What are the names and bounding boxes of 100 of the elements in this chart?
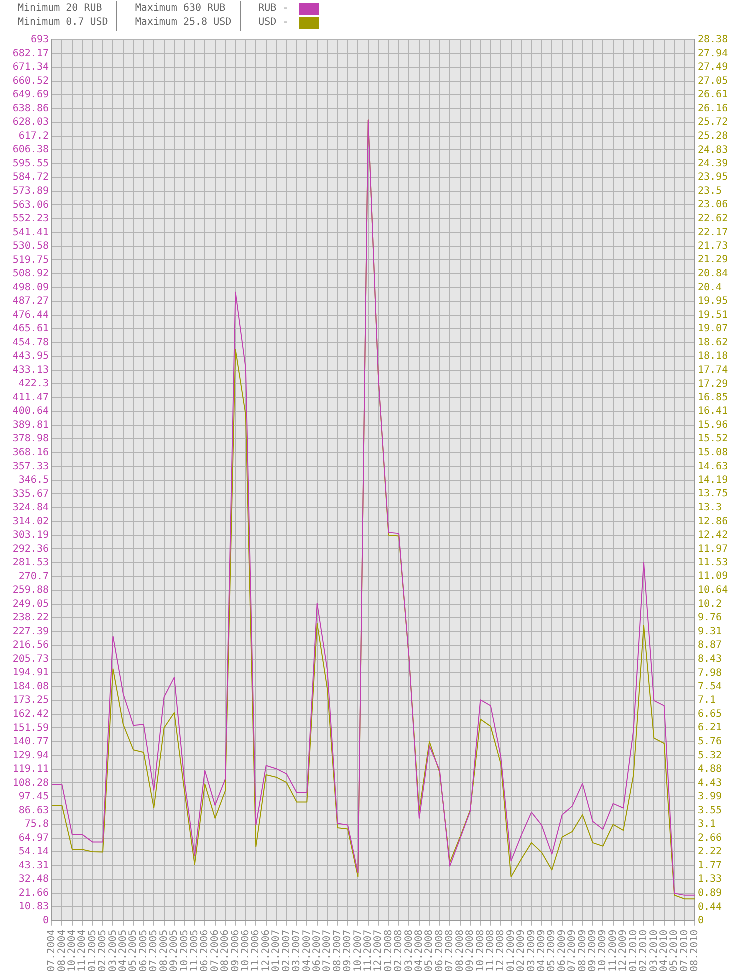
y-tick-label: 617.2 — [18, 130, 49, 142]
y2-tick-label: 12.86 — [698, 516, 728, 528]
y2-tick-label: 11.97 — [698, 544, 728, 555]
x-tick-label: 02.2010 — [638, 930, 650, 972]
x-tick-label: 03.2005 — [108, 930, 119, 972]
x-tick-label: 07.2010 — [679, 930, 690, 972]
y2-tick-label: 10.2 — [698, 598, 722, 610]
x-tick-label: 10.2005 — [179, 930, 190, 972]
x-tick-label: 12.2006 — [260, 930, 272, 972]
y-tick-label: 162.42 — [12, 709, 49, 720]
x-tick-label: 09.2008 — [465, 930, 476, 972]
y2-tick-label: 15.08 — [698, 447, 728, 458]
x-tick-label: 08.2006 — [220, 930, 232, 972]
x-tick-label: 12.2009 — [618, 930, 630, 972]
y-tick-label: 638.86 — [12, 103, 49, 114]
y-tick-label: 422.3 — [18, 378, 49, 390]
y2-tick-label: 13.75 — [698, 488, 728, 500]
y-tick-label: 249.05 — [12, 598, 49, 610]
y-tick-label: 259.88 — [12, 585, 49, 596]
y-tick-label: 54.14 — [18, 846, 49, 858]
y-tick-label: 433.13 — [12, 364, 49, 376]
y2-tick-label: 15.96 — [698, 420, 728, 432]
y-tick-label: 75.8 — [24, 819, 49, 830]
y2-tick-label: 24.39 — [698, 158, 728, 170]
y-tick-label: 411.47 — [12, 392, 49, 404]
y-tick-label: 357.33 — [12, 461, 49, 472]
x-tick-label: 04.2009 — [536, 930, 548, 972]
x-tick-label: 11.2007 — [362, 930, 374, 972]
y-tick-label: 0 — [42, 915, 49, 926]
y-tick-label: 184.08 — [12, 681, 49, 692]
y2-tick-label: 17.74 — [698, 364, 728, 376]
y-tick-label: 346.5 — [18, 475, 49, 486]
y-tick-label: 693 — [30, 34, 49, 46]
y2-tick-label: 17.29 — [698, 378, 728, 390]
x-tick-label: 08.2007 — [332, 930, 344, 972]
text: Minimum 0.7 USD — [18, 16, 108, 30]
x-tick-label: 07.2005 — [148, 930, 160, 972]
x-tick-label: 09.2009 — [588, 930, 599, 972]
y2-tick-label: 9.31 — [698, 626, 722, 638]
y-tick-label: 303.19 — [12, 530, 49, 542]
y-tick-label: 649.69 — [12, 90, 49, 101]
y-tick-label: 86.63 — [18, 805, 49, 816]
y-tick-label: 292.36 — [12, 544, 49, 555]
text: Maximum 630 RUB — [135, 2, 227, 16]
y2-tick-label: 20.84 — [698, 268, 728, 280]
x-tick-label: 05.2005 — [128, 930, 140, 972]
y2-tick-label: 19.51 — [698, 310, 728, 321]
y2-tick-label: 21.29 — [698, 254, 728, 266]
y2-tick-label: 19.95 — [698, 296, 728, 308]
y-tick-label: 324.84 — [12, 502, 49, 514]
y2-tick-label: 23.95 — [698, 172, 728, 184]
x-tick-label: 03.2007 — [292, 930, 303, 972]
y2-tick-label: 18.18 — [698, 351, 728, 362]
x-tick-label: 07.2009 — [567, 930, 578, 972]
y2-tick-label: 20.4 — [698, 282, 722, 294]
y-tick-label: 563.06 — [12, 200, 49, 211]
x-tick-label: 03.2010 — [648, 930, 660, 972]
x-tick-label: 03.2008 — [404, 930, 415, 972]
y-tick-label: 671.34 — [12, 62, 49, 74]
y-tick-label: 573.89 — [12, 186, 49, 197]
y2-tick-label: 10.64 — [698, 585, 728, 596]
x-tick-label: 08.2004 — [56, 930, 68, 972]
x-tick-label: 01.2009 — [506, 930, 517, 972]
y-tick-label: 43.31 — [18, 860, 49, 872]
x-tick-label: 12.2007 — [373, 930, 384, 972]
y2-tick-label: 22.62 — [698, 213, 728, 224]
x-tick-label: 09.2006 — [230, 930, 242, 972]
y-tick-label: 151.59 — [12, 722, 49, 734]
y-tick-label: 476.44 — [12, 310, 49, 321]
y2-tick-label: 14.63 — [698, 461, 728, 472]
text: Minimum 20 RUB — [18, 2, 104, 16]
x-tick-label: 07.2006 — [210, 930, 221, 972]
y-tick-label: 595.55 — [12, 158, 49, 170]
y-tick-label: 552.23 — [12, 214, 49, 225]
y-tick-label: 314.02 — [12, 516, 49, 528]
x-tick-label: 06.2007 — [312, 930, 323, 972]
y-tick-label: 140.77 — [12, 736, 49, 748]
y-tick-label: 173.25 — [12, 695, 49, 706]
y-tick-label: 205.73 — [12, 654, 49, 665]
x-tick-label: 12.2008 — [496, 930, 507, 972]
x-tick-label: 04.2008 — [414, 930, 426, 972]
y2-tick-label: 8.87 — [698, 640, 722, 652]
y2-tick-label: 9.76 — [698, 612, 722, 624]
x-tick-label: 11.2006 — [250, 930, 262, 972]
y2-tick-label: 3.99 — [698, 792, 722, 803]
x-tick-label: 10.2009 — [598, 930, 609, 972]
x-tick-label: 06.2008 — [434, 930, 446, 972]
y-tick-label: 64.97 — [18, 832, 49, 844]
y2-tick-label: 24.83 — [698, 144, 728, 156]
y-tick-label: 454.78 — [12, 337, 49, 348]
x-tick-label: 10.2004 — [67, 930, 78, 972]
y2-tick-label: 4.43 — [698, 778, 722, 789]
y2-tick-label: 7.54 — [698, 681, 722, 692]
x-tick-label: 04.2005 — [118, 930, 130, 972]
x-tick-label: 02.2005 — [98, 930, 109, 972]
y2-tick-label: 8.43 — [698, 654, 722, 665]
x-tick-label: 02.2007 — [281, 930, 292, 972]
y2-tick-label: 18.62 — [698, 338, 728, 349]
legend-label: RUB - — [258, 2, 289, 16]
y-tick-label: 238.22 — [12, 612, 49, 624]
